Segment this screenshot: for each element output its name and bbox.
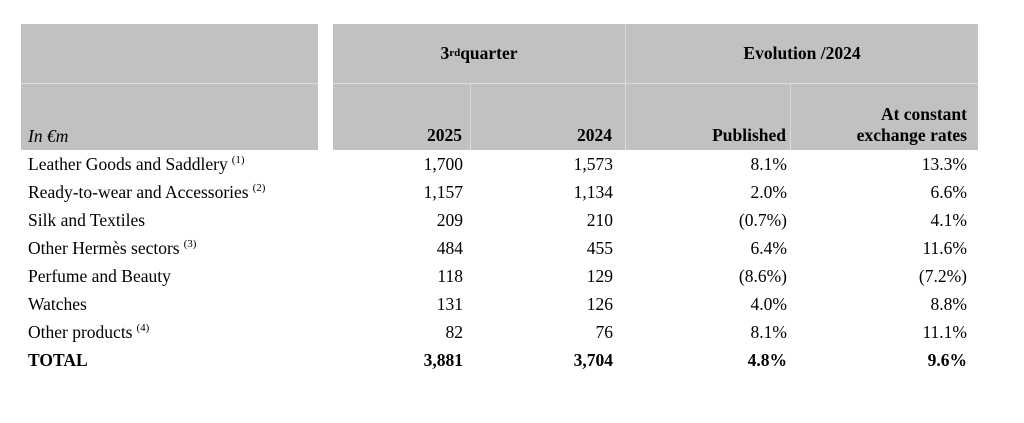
cell-q3-2024: 455 — [586, 238, 613, 258]
row-label: TOTAL — [28, 350, 88, 370]
row-label: Other products (4) — [28, 322, 150, 342]
header-evolution-group: Evolution /2024 — [626, 24, 978, 84]
cell-q3-2024: 3,704 — [573, 350, 613, 370]
cell-q3-2025: 82 — [445, 322, 464, 342]
header-col-constant: At constant exchange rates — [791, 84, 978, 150]
cell-q3-2025: 484 — [436, 238, 463, 258]
row-column-gap — [318, 234, 333, 262]
row-label: Leather Goods and Saddlery (1) — [28, 154, 245, 174]
footnote-superscript: (1) — [231, 154, 245, 167]
row-column-gap — [318, 346, 333, 374]
header-column-gap — [318, 24, 333, 84]
cell-published: 4.0% — [750, 294, 787, 314]
header-col-published: Published — [626, 84, 791, 150]
row-label: Ready-to-wear and Accessories (2) — [28, 182, 266, 202]
cell-constant: 11.6% — [922, 238, 967, 258]
header-unit-label: In €m — [21, 84, 318, 150]
cell-published: 8.1% — [750, 154, 787, 174]
cell-published: 4.8% — [747, 350, 787, 370]
header-col-2024: 2024 — [471, 84, 626, 150]
footnote-superscript: (3) — [183, 238, 197, 251]
cell-published: (0.7%) — [738, 210, 787, 230]
cell-constant: 4.1% — [930, 210, 967, 230]
cell-q3-2024: 210 — [586, 210, 613, 230]
cell-q3-2025: 1,157 — [423, 182, 463, 202]
footnote-superscript: (2) — [252, 182, 266, 195]
row-label: Watches — [28, 294, 87, 314]
row-label: Perfume and Beauty — [28, 266, 171, 286]
cell-q3-2025: 131 — [436, 294, 463, 314]
row-column-gap — [318, 318, 333, 346]
cell-published: (8.6%) — [738, 266, 787, 286]
row-label: Other Hermès sectors (3) — [28, 238, 197, 258]
cell-q3-2024: 76 — [595, 322, 614, 342]
cell-constant: 6.6% — [930, 182, 967, 202]
cell-q3-2024: 1,134 — [573, 182, 613, 202]
cell-published: 6.4% — [750, 238, 787, 258]
cell-constant: 8.8% — [930, 294, 967, 314]
row-column-gap — [318, 206, 333, 234]
cell-q3-2024: 129 — [586, 266, 613, 286]
quarter-word: quarter — [460, 43, 518, 63]
row-column-gap — [318, 290, 333, 318]
cell-published: 2.0% — [750, 182, 787, 202]
cell-q3-2025: 209 — [436, 210, 463, 230]
header-empty-cell — [21, 24, 318, 84]
header-column-gap — [318, 84, 333, 150]
quarter-number: 3 — [440, 43, 450, 63]
cell-q3-2025: 1,700 — [423, 154, 463, 174]
row-column-gap — [318, 150, 333, 178]
cell-q3-2024: 126 — [586, 294, 613, 314]
cell-published: 8.1% — [750, 322, 787, 342]
constant-rates-label: At constant exchange rates — [856, 104, 967, 145]
cell-q3-2025: 118 — [437, 266, 463, 286]
footnote-superscript: (4) — [136, 322, 150, 335]
cell-q3-2024: 1,573 — [573, 154, 613, 174]
cell-constant: (7.2%) — [918, 266, 967, 286]
quarter-ordinal-sup: rd — [449, 47, 461, 59]
header-col-2025: 2025 — [333, 84, 471, 150]
row-label: Silk and Textiles — [28, 210, 146, 230]
unit-label-text: In €m — [28, 126, 69, 146]
cell-constant: 13.3% — [921, 154, 967, 174]
cell-q3-2025: 3,881 — [423, 350, 463, 370]
row-column-gap — [318, 178, 333, 206]
row-column-gap — [318, 262, 333, 290]
cell-constant: 11.1% — [922, 322, 967, 342]
cell-constant: 9.6% — [927, 350, 967, 370]
